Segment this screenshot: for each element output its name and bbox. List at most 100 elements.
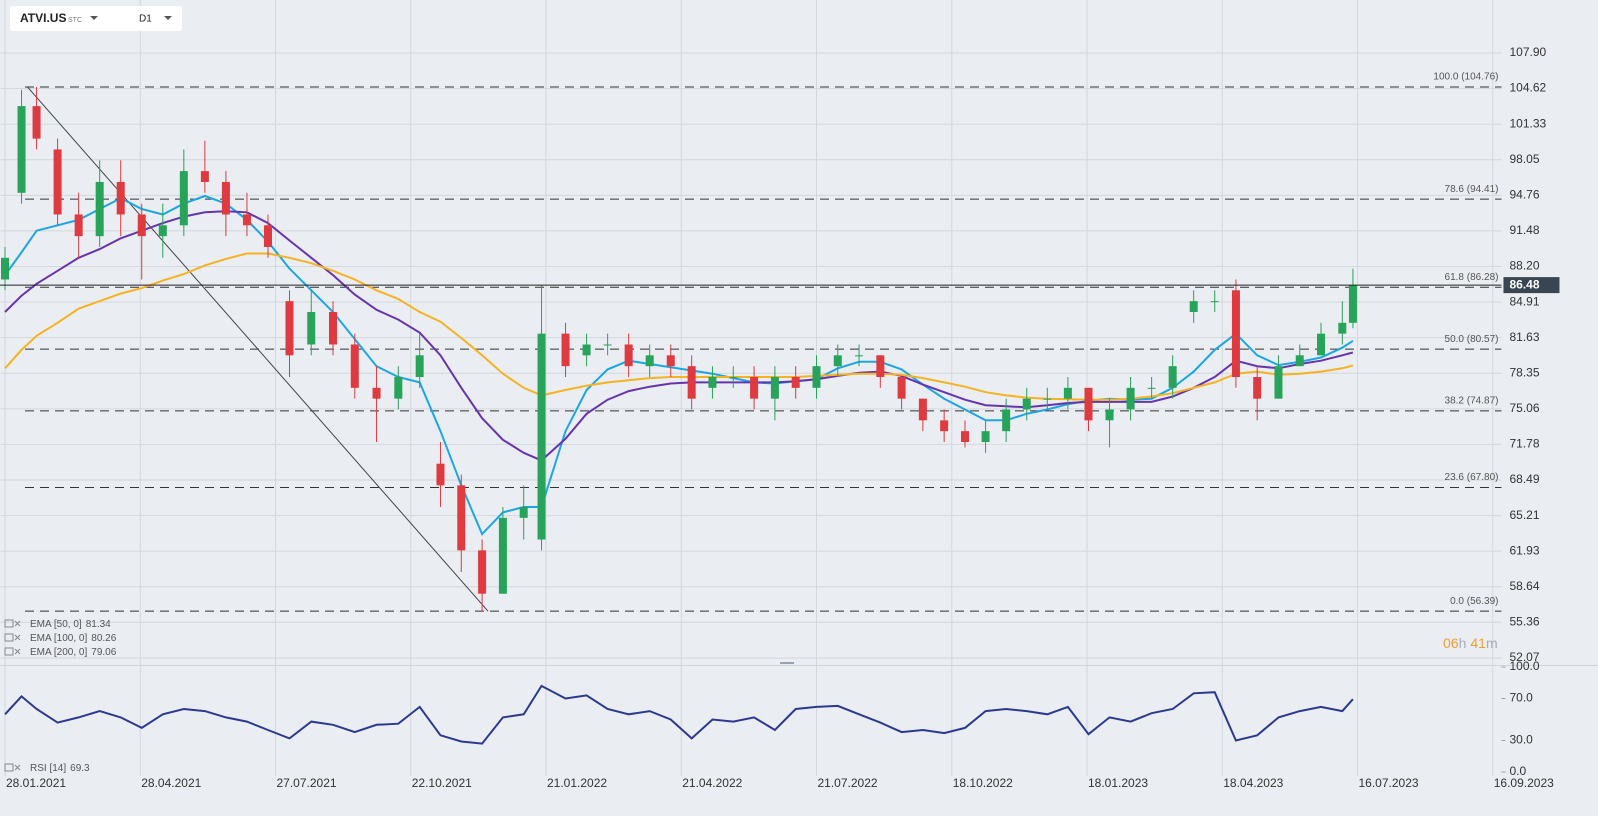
candle-body [897, 376, 906, 399]
legend-close[interactable] [14, 764, 21, 771]
x-tick-label: 21.04.2022 [682, 776, 742, 790]
last-price-label: 86.48 [1509, 277, 1539, 291]
candle-body [940, 420, 949, 432]
legend-value: 79.06 [91, 647, 116, 658]
candle-body [582, 344, 591, 356]
candle-body [729, 376, 738, 378]
candle-body [17, 106, 26, 193]
candle-body [855, 355, 864, 357]
legend-entry: EMA [50, 0] 81.34 [30, 619, 111, 630]
symbol-box[interactable]: ATVI.US STC D1 [10, 6, 182, 31]
dropdown-arrow[interactable] [90, 16, 98, 20]
symbol-box-bg [10, 6, 182, 31]
candle-body [1, 257, 9, 280]
countdown-minutes: 41 [1470, 635, 1486, 651]
legend-close[interactable] [14, 634, 21, 641]
candle-body [1022, 398, 1031, 410]
candle-body [1002, 409, 1011, 432]
fib-label: 100.0 (104.76) [1433, 72, 1498, 83]
y-tick-label: 61.93 [1509, 543, 1539, 557]
candle-body [53, 149, 62, 215]
legend-value: 69.3 [70, 763, 90, 774]
candle-body [200, 171, 209, 182]
candle-body [1231, 290, 1240, 377]
y-tick-label: 78.35 [1509, 365, 1539, 379]
candle-body [1338, 322, 1347, 334]
y-tick-label: 30.0 [1509, 733, 1533, 747]
legend-entry: EMA [100, 0] 80.26 [30, 633, 117, 644]
x-tick-label: 21.01.2022 [547, 776, 607, 790]
legend-name: RSI [14] [30, 763, 66, 774]
y-tick-label: 94.76 [1509, 188, 1539, 202]
candle-body [1043, 398, 1052, 400]
fib-label: 50.0 (80.57) [1445, 334, 1499, 345]
candle-body [1168, 366, 1177, 388]
candle-body [350, 344, 359, 388]
candle-body [918, 398, 927, 421]
y-tick-label: 52.07 [1509, 650, 1539, 664]
legend-close[interactable] [14, 648, 21, 655]
candle-body [394, 376, 403, 399]
candle-body [1274, 366, 1283, 399]
indicator-line [4, 684, 1354, 745]
y-tick-label: 70.0 [1509, 691, 1533, 705]
countdown-unit: h [1459, 635, 1467, 651]
candle-body [624, 344, 633, 367]
legend-close[interactable] [14, 620, 21, 627]
y-tick-label: 55.36 [1509, 614, 1539, 628]
x-tick-label: 27.07.2021 [277, 776, 337, 790]
x-tick-label: 28.04.2021 [141, 776, 201, 790]
legend-name: EMA [100, 0] [30, 633, 87, 644]
candle-body [561, 333, 570, 367]
candle-body [116, 181, 125, 215]
x-tick-label: 16.07.2023 [1359, 776, 1419, 790]
fib-label: 38.2 (74.87) [1445, 396, 1499, 407]
fib-label: 23.6 (67.80) [1445, 472, 1499, 483]
y-tick-label: 0.0 [1509, 764, 1526, 778]
y-tick-label: 65.21 [1509, 508, 1539, 522]
y-tick-label: 104.62 [1509, 81, 1546, 95]
fib-trendline[interactable] [27, 86, 489, 612]
legend-icon[interactable] [4, 647, 14, 656]
candle-body [95, 181, 104, 237]
candle-body [708, 376, 717, 388]
x-tick-label: 18.04.2023 [1223, 776, 1283, 790]
candle-body [1189, 301, 1198, 312]
candle-body [645, 355, 654, 367]
panel-handle[interactable] [780, 662, 794, 664]
countdown: 06h 41m [1443, 635, 1498, 651]
legend-icon[interactable] [4, 619, 14, 628]
candle-body [687, 366, 696, 399]
candle-body [1105, 409, 1114, 421]
candle-body [1210, 301, 1219, 303]
candle-body [603, 344, 612, 346]
x-tick-label: 16.09.2023 [1494, 776, 1554, 790]
y-tick-label: 71.78 [1509, 437, 1539, 451]
candle-body [1063, 387, 1072, 399]
legend-icon[interactable] [4, 633, 14, 642]
dropdown-arrow[interactable] [164, 16, 172, 20]
fib-label: 61.8 (86.28) [1445, 272, 1499, 283]
fib-label: 78.6 (94.41) [1445, 184, 1499, 195]
candle-body [1147, 387, 1156, 389]
candle-body [791, 376, 800, 388]
candle-body [876, 355, 885, 377]
candle-body [1348, 285, 1357, 323]
candle-body [242, 214, 251, 226]
y-tick-label: 101.33 [1509, 116, 1546, 130]
candle-body [179, 171, 188, 226]
candle-body [1253, 376, 1262, 399]
candle-body [415, 355, 424, 377]
y-tick-label: 88.20 [1509, 259, 1539, 273]
y-tick-label: 100.0 [1509, 659, 1539, 673]
countdown-hours: 06 [1443, 635, 1459, 651]
candle-body [1126, 387, 1135, 410]
candle-body [32, 106, 41, 139]
candle-body [981, 431, 990, 443]
interval: D1 [139, 14, 152, 25]
x-tick-label: 28.01.2021 [6, 776, 66, 790]
legend-icon[interactable] [4, 763, 14, 772]
plot: 100.0 (104.76) 78.6 (94.41) 61.8 (86.28) 50… [0, 72, 1502, 745]
